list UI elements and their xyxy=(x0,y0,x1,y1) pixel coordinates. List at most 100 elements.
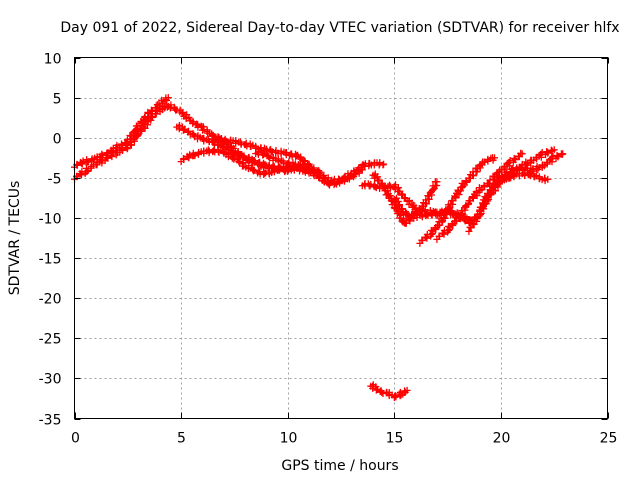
data-point xyxy=(484,189,491,197)
data-point xyxy=(483,194,491,201)
data-point xyxy=(559,150,567,158)
y-tick-label: 5 xyxy=(53,92,62,108)
data-point xyxy=(147,106,155,114)
y-tick-labels: 10 5 0 -5 -10 -15 -20 -25 -30 -35 xyxy=(39,52,62,429)
data-point xyxy=(466,223,474,231)
data-point xyxy=(553,151,561,159)
data-point xyxy=(316,168,324,176)
series-arc3 xyxy=(173,121,292,176)
data-point xyxy=(406,217,414,225)
data-point xyxy=(404,212,412,220)
data-point xyxy=(191,151,199,159)
data-point xyxy=(465,227,473,235)
data-point xyxy=(79,157,87,165)
data-point xyxy=(205,138,213,145)
data-point xyxy=(210,147,217,155)
data-point xyxy=(469,219,477,227)
data-point xyxy=(230,154,238,162)
data-point xyxy=(402,219,410,227)
data-point xyxy=(459,210,467,218)
x-tick-label: 25 xyxy=(600,431,618,447)
data-point xyxy=(380,183,388,191)
data-point xyxy=(473,215,481,222)
x-tick-labels: 0 5 10 15 20 25 xyxy=(71,431,617,447)
data-point xyxy=(438,218,446,226)
data-point xyxy=(398,205,406,213)
series-arc15 xyxy=(367,381,411,401)
data-point xyxy=(403,386,411,394)
axis-ticks xyxy=(74,57,609,420)
data-point xyxy=(315,167,323,175)
data-point xyxy=(98,150,106,158)
data-point xyxy=(444,222,452,230)
x-tick-label: 0 xyxy=(71,431,80,447)
data-point xyxy=(554,153,562,161)
data-point xyxy=(441,214,449,222)
data-point xyxy=(185,154,193,162)
data-point xyxy=(465,174,473,182)
data-point xyxy=(372,184,380,192)
data-point xyxy=(501,173,509,181)
data-point xyxy=(237,140,245,148)
data-point xyxy=(180,156,188,163)
data-point xyxy=(320,178,328,186)
data-point xyxy=(265,153,273,161)
data-point xyxy=(385,390,393,398)
data-point xyxy=(427,226,435,234)
data-points xyxy=(71,94,567,401)
data-point xyxy=(495,178,503,185)
data-point xyxy=(190,131,198,139)
data-point xyxy=(433,178,441,186)
data-point xyxy=(380,160,388,168)
data-point xyxy=(464,201,472,208)
series-arc6 xyxy=(252,148,324,176)
data-point xyxy=(358,166,366,174)
data-point xyxy=(179,126,187,134)
data-point xyxy=(476,203,484,211)
data-point xyxy=(189,118,197,126)
data-point xyxy=(118,142,126,150)
y-tick-label: -30 xyxy=(39,372,62,388)
y-tick-label: 10 xyxy=(44,52,62,68)
data-point xyxy=(179,108,187,116)
data-point xyxy=(284,160,292,168)
chart-title: Day 091 of 2022, Sidereal Day-to-day VTE… xyxy=(60,20,619,36)
data-point xyxy=(250,157,258,164)
data-point xyxy=(500,176,508,184)
series-arc9 xyxy=(390,194,473,224)
data-point xyxy=(526,158,534,166)
y-tick-label: -20 xyxy=(39,292,62,308)
series-arc5 xyxy=(209,133,313,170)
data-point xyxy=(445,204,453,212)
data-point xyxy=(401,194,409,202)
y-tick-label: -15 xyxy=(39,252,62,268)
data-point xyxy=(487,182,495,190)
y-axis-label: SDTVAR / TECUs xyxy=(7,181,23,296)
data-point xyxy=(164,94,172,102)
data-point xyxy=(379,390,387,397)
data-point xyxy=(550,146,558,154)
data-point xyxy=(476,207,484,215)
x-tick-label: 20 xyxy=(493,431,511,447)
data-point xyxy=(350,171,358,179)
data-point xyxy=(249,165,257,173)
y-tick-label: -10 xyxy=(39,212,62,228)
series-arc2 xyxy=(71,94,172,171)
x-tick-label: 15 xyxy=(386,431,404,447)
data-point xyxy=(520,169,528,177)
series-arc14 xyxy=(493,169,552,187)
data-point xyxy=(544,149,552,157)
data-point xyxy=(459,182,467,190)
data-point xyxy=(223,138,231,146)
data-point xyxy=(242,141,249,149)
data-point xyxy=(386,181,394,189)
data-point xyxy=(144,108,152,116)
data-point xyxy=(435,233,443,240)
data-point xyxy=(418,202,426,210)
data-point xyxy=(78,160,86,168)
data-point xyxy=(491,154,498,162)
y-tick-label: -5 xyxy=(48,172,62,188)
data-point xyxy=(511,156,519,164)
x-axis-label: GPS time / hours xyxy=(281,458,398,474)
